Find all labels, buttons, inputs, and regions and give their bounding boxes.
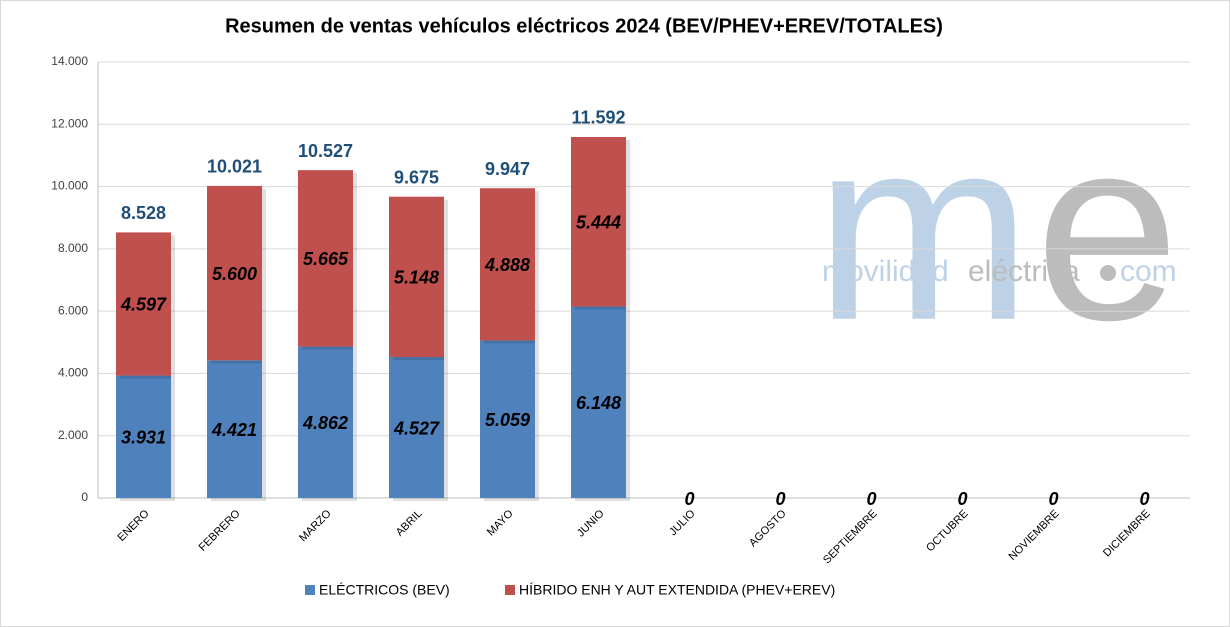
watermark-e: e	[1035, 85, 1180, 375]
bar-segment	[116, 232, 171, 376]
bar-value-label: 3.931	[121, 428, 166, 448]
watermark-text: com	[1120, 255, 1177, 288]
bar-segment	[480, 340, 535, 498]
total-label: 9.947	[485, 159, 530, 179]
bar-value-label: 0	[866, 489, 876, 509]
watermark-dot	[1100, 265, 1116, 281]
chart-title: Resumen de ventas vehículos eléctricos 2…	[225, 15, 943, 37]
bar-value-label: 5.665	[303, 249, 349, 269]
total-label: 10.527	[298, 141, 353, 161]
y-tick-label: 6.000	[58, 303, 88, 317]
bar-value-label: 0	[1048, 489, 1058, 509]
total-label: 10.021	[207, 157, 262, 177]
bar-value-label: 4.527	[393, 418, 440, 438]
bar-value-label: 5.148	[394, 268, 439, 288]
bar-value-label: 4.888	[484, 255, 530, 275]
bar-segment	[389, 357, 444, 498]
watermark-m: m	[815, 85, 1032, 375]
watermark-text: eléctrica	[968, 255, 1080, 288]
bar-segment	[298, 170, 353, 347]
y-tick-label: 2.000	[58, 428, 88, 442]
bar-segment	[480, 188, 535, 341]
y-tick-label: 0	[81, 490, 88, 504]
bar-value-label: 4.597	[120, 295, 167, 315]
watermark: m e movilidad eléctrica com	[815, 85, 1180, 375]
bar-segment	[207, 185, 262, 361]
bar-value-label: 4.421	[211, 420, 257, 440]
y-tick-label: 8.000	[58, 241, 88, 255]
bar-value-label: 4.862	[302, 413, 348, 433]
bar-value-label: 5.444	[576, 213, 621, 233]
y-tick-label: 14.000	[51, 54, 88, 68]
bar-value-label: 6.148	[576, 393, 621, 413]
bar-value-label: 0	[1139, 489, 1149, 509]
y-tick-label: 12.000	[51, 116, 88, 130]
watermark-text: movilidad	[822, 255, 949, 288]
bar-segment	[571, 306, 626, 498]
bar-segment	[571, 136, 626, 307]
legend-swatch	[305, 585, 315, 595]
bar-value-label: 0	[684, 489, 694, 509]
total-label: 11.592	[571, 108, 625, 128]
bar-segment	[389, 196, 444, 358]
bar-value-label: 0	[957, 489, 967, 509]
legend-label: HÍBRIDO ENH Y AUT EXTENDIDA (PHEV+EREV)	[519, 582, 835, 598]
bar-segment	[207, 360, 262, 498]
total-label: 8.528	[121, 203, 166, 223]
y-tick-label: 4.000	[58, 366, 88, 380]
bar-segment	[298, 346, 353, 498]
total-label: 9.675	[394, 167, 439, 187]
bar-value-label: 5.600	[212, 264, 257, 284]
legend-label: ELÉCTRICOS (BEV)	[319, 582, 450, 598]
legend-swatch	[505, 585, 515, 595]
y-tick-label: 10.000	[51, 179, 88, 193]
bar-segment	[116, 375, 171, 498]
bar-value-label: 5.059	[485, 410, 530, 430]
bar-value-label: 0	[775, 489, 785, 509]
